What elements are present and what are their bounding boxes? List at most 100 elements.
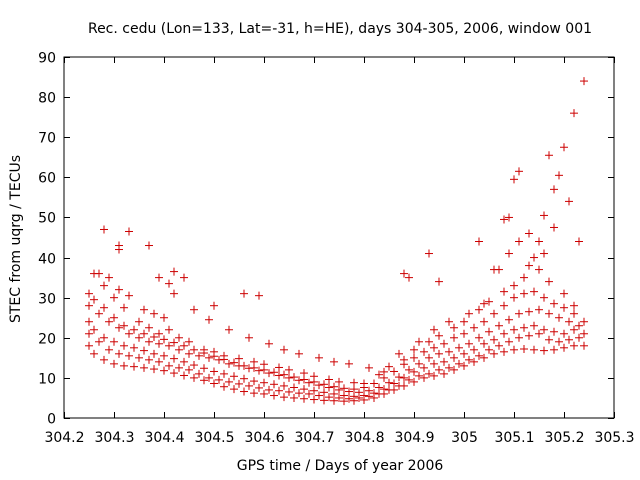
data-point xyxy=(335,377,343,386)
data-point xyxy=(220,351,228,360)
data-point xyxy=(450,365,458,374)
data-point xyxy=(135,353,143,362)
data-point xyxy=(210,379,218,388)
data-point xyxy=(510,293,518,302)
data-point xyxy=(330,389,338,398)
data-point xyxy=(160,366,168,375)
data-point xyxy=(205,315,213,324)
data-point xyxy=(100,225,108,234)
data-point xyxy=(390,379,398,388)
data-point xyxy=(305,389,313,398)
x-tick-label: 304.2 xyxy=(44,430,84,446)
data-point xyxy=(155,273,163,282)
data-point xyxy=(555,337,563,346)
data-point xyxy=(160,313,168,322)
data-point xyxy=(195,351,203,360)
data-point xyxy=(330,357,338,366)
data-point xyxy=(310,395,318,404)
x-axis-label: GPS time / Days of year 2006 xyxy=(237,458,444,474)
data-point xyxy=(85,317,93,326)
data-point xyxy=(145,241,153,250)
data-point xyxy=(410,345,418,354)
data-point xyxy=(125,329,133,338)
data-point xyxy=(110,359,118,368)
x-tick-label: 304.6 xyxy=(244,430,284,446)
data-point xyxy=(460,349,468,358)
data-point xyxy=(220,382,228,391)
y-tick-label: 60 xyxy=(38,171,56,187)
data-point xyxy=(280,381,288,390)
data-point xyxy=(110,313,118,322)
data-point xyxy=(145,337,153,346)
data-point xyxy=(105,273,113,282)
data-point xyxy=(575,333,583,342)
data-point xyxy=(460,317,468,326)
data-point xyxy=(210,347,218,356)
data-point xyxy=(540,211,548,220)
data-point xyxy=(265,339,273,348)
data-point xyxy=(375,370,383,379)
data-point xyxy=(415,337,423,346)
y-tick-label: 70 xyxy=(38,131,56,147)
data-point xyxy=(455,343,463,352)
data-point xyxy=(205,373,213,382)
y-tick-label: 10 xyxy=(38,372,56,388)
data-point xyxy=(580,77,588,86)
data-point xyxy=(530,321,538,330)
data-point xyxy=(180,273,188,282)
data-point xyxy=(545,335,553,344)
data-point xyxy=(490,349,498,358)
data-point xyxy=(140,346,148,355)
data-point xyxy=(180,357,188,366)
data-point xyxy=(460,361,468,370)
data-point xyxy=(510,325,518,334)
data-point xyxy=(520,289,528,298)
data-point xyxy=(500,215,508,224)
data-point xyxy=(385,385,393,394)
x-tick-label: 304.8 xyxy=(344,430,384,446)
data-point xyxy=(90,295,98,304)
data-point xyxy=(105,317,113,326)
data-point xyxy=(350,392,358,401)
data-point xyxy=(435,349,443,358)
x-tick-label: 304.9 xyxy=(394,430,434,446)
data-point xyxy=(200,376,208,385)
data-point xyxy=(335,385,343,394)
data-point xyxy=(510,281,518,290)
data-point xyxy=(230,358,238,367)
data-point xyxy=(260,378,268,387)
data-point xyxy=(445,347,453,356)
data-point xyxy=(500,329,508,338)
data-point xyxy=(210,367,218,376)
data-point xyxy=(495,321,503,330)
data-point xyxy=(545,151,553,160)
data-point xyxy=(170,369,178,378)
y-axis-label: STEC from uqrg / TECUs xyxy=(8,155,24,323)
data-point xyxy=(540,249,548,258)
data-point xyxy=(385,378,393,387)
data-point xyxy=(135,317,143,326)
data-point xyxy=(520,273,528,282)
data-point xyxy=(255,383,263,392)
data-point xyxy=(440,369,448,378)
data-point xyxy=(155,329,163,338)
data-point xyxy=(400,269,408,278)
data-point xyxy=(410,353,418,362)
data-point xyxy=(470,345,478,354)
data-point xyxy=(100,281,108,290)
data-point xyxy=(285,387,293,396)
data-point xyxy=(550,327,558,336)
data-point xyxy=(150,332,158,341)
data-point xyxy=(415,359,423,368)
data-point xyxy=(430,325,438,334)
data-point xyxy=(490,309,498,318)
data-point xyxy=(190,305,198,314)
data-points xyxy=(85,77,588,406)
data-point xyxy=(110,337,118,346)
data-point xyxy=(480,317,488,326)
data-point xyxy=(270,391,278,400)
data-point xyxy=(185,349,193,358)
data-point xyxy=(235,354,243,363)
data-point xyxy=(130,343,138,352)
data-point xyxy=(380,367,388,376)
